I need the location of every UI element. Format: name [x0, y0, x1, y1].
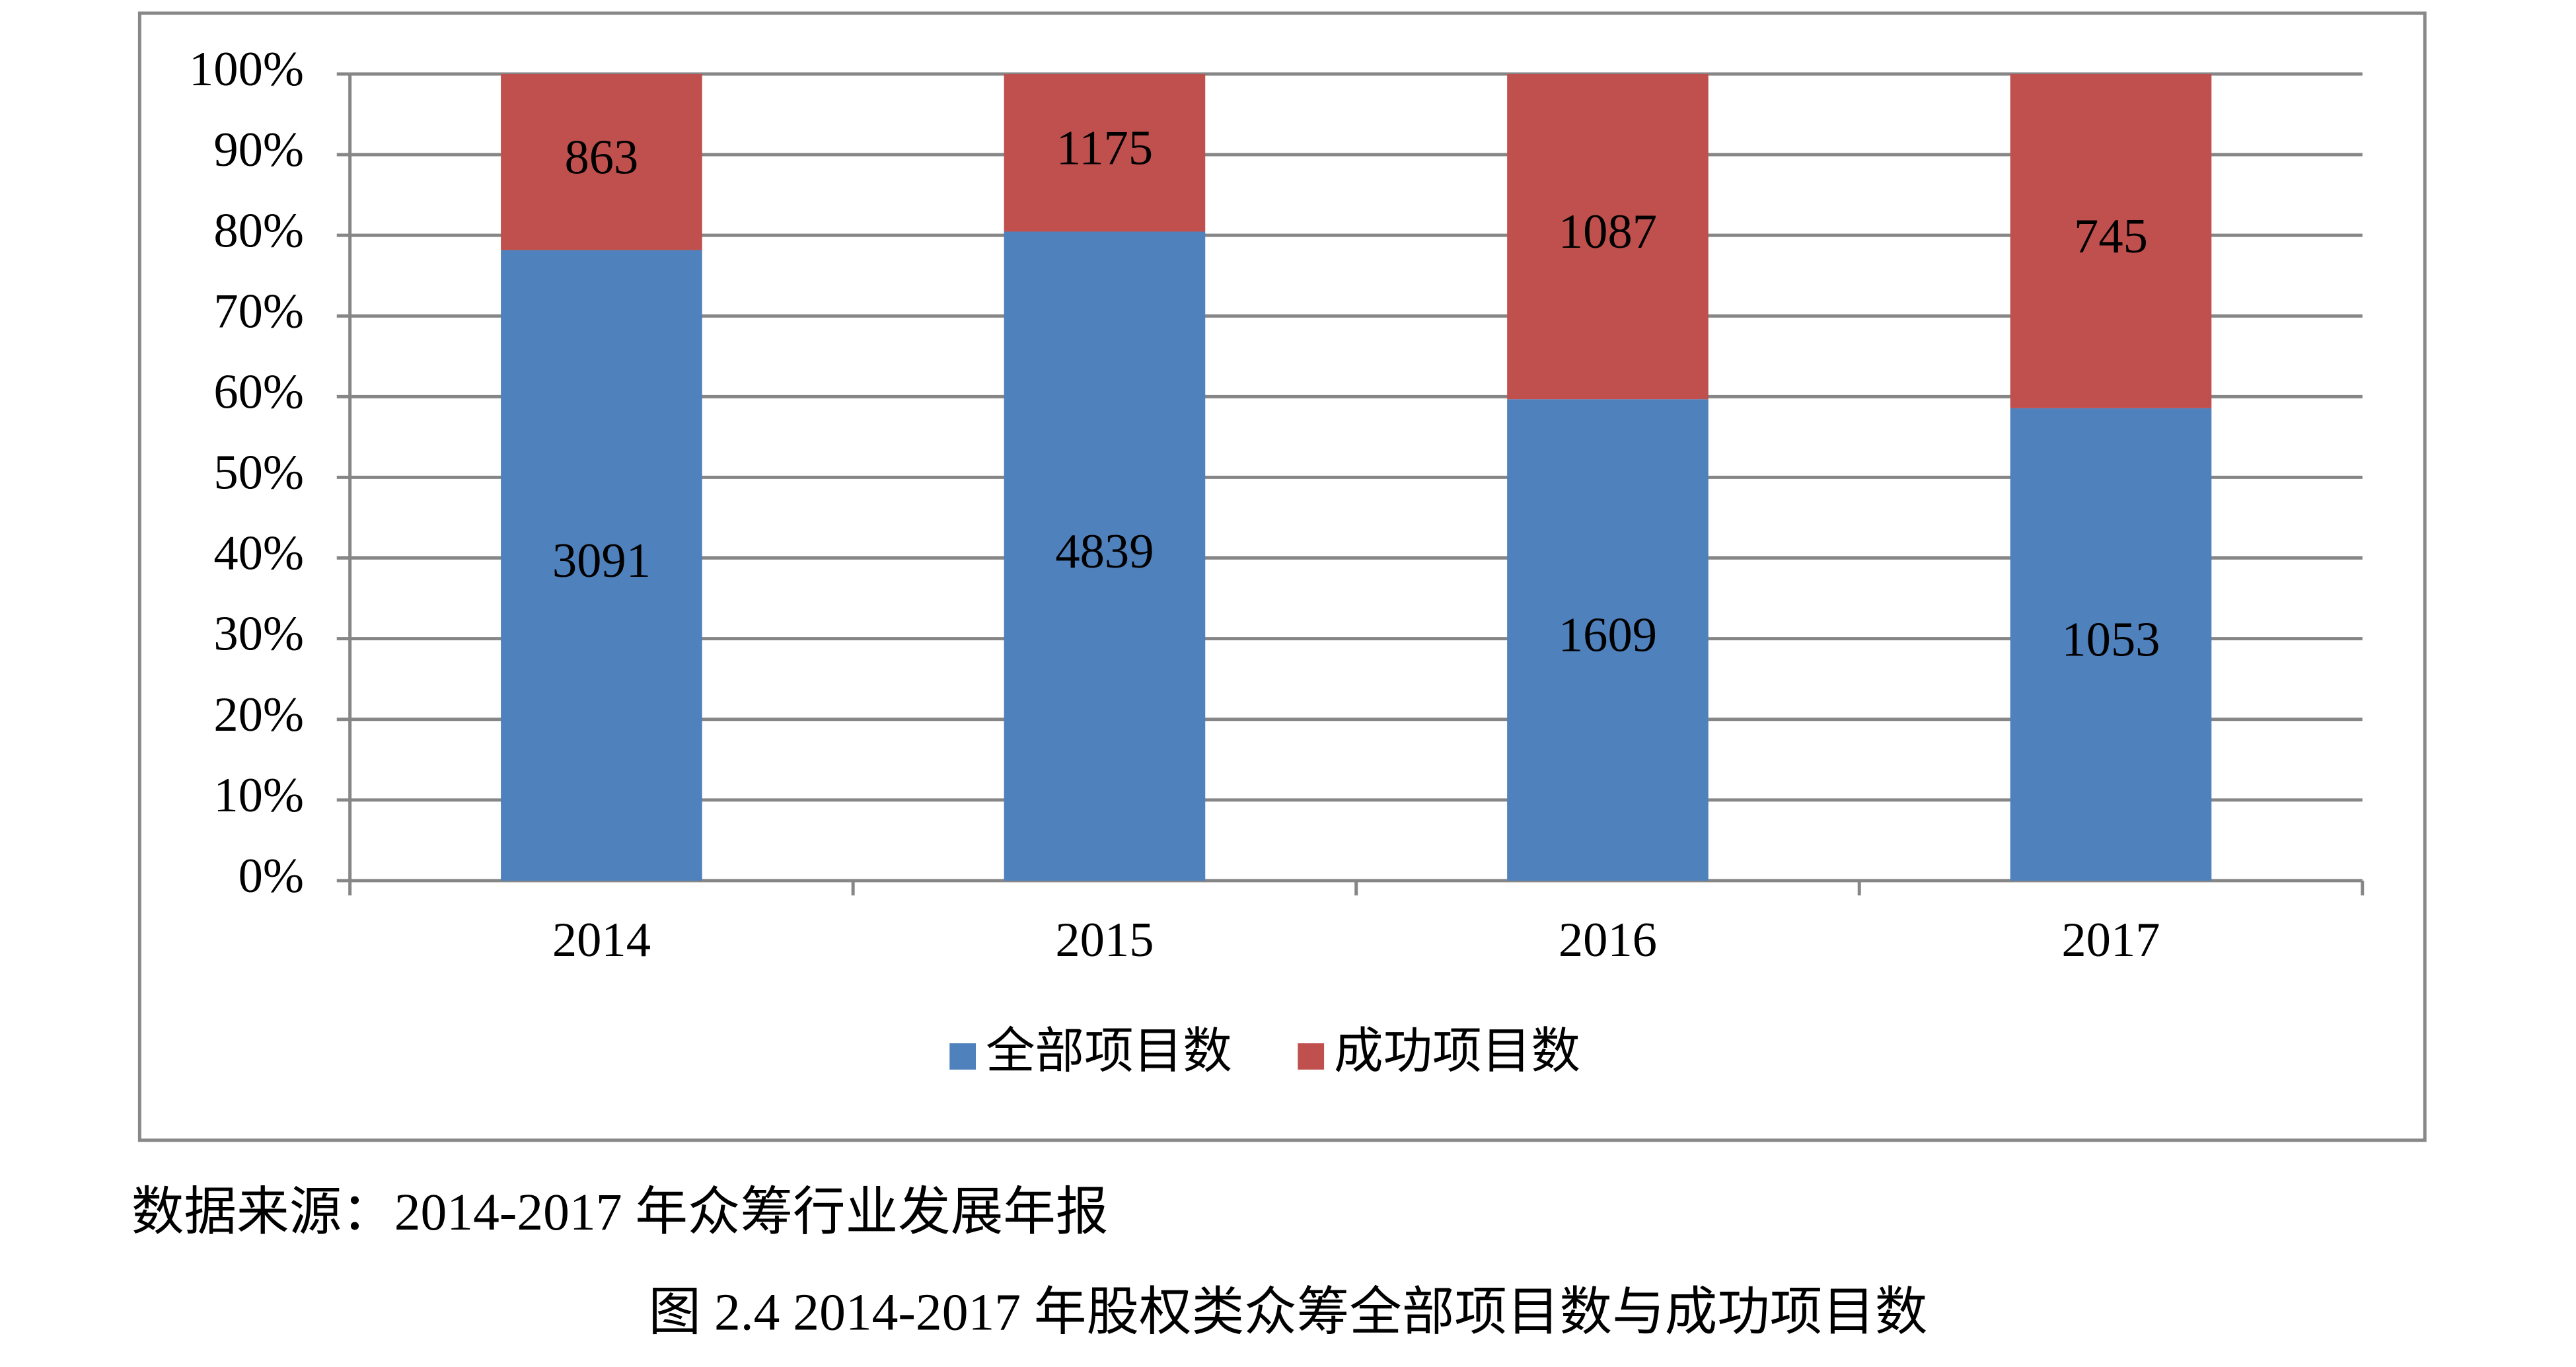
- y-tick-label: 100%: [189, 42, 304, 96]
- y-tick-label: 30%: [213, 607, 304, 661]
- bar-segment: [501, 250, 702, 881]
- y-tick-label: 40%: [213, 527, 304, 581]
- y-tick-label: 60%: [213, 365, 304, 419]
- bar-segment: [2010, 408, 2212, 881]
- data-label: 1087: [1559, 205, 1657, 259]
- figure-caption: 图 2.4 2014-2017 年股权类众筹全部项目数与成功项目数: [649, 1284, 1928, 1342]
- y-tick-label: 50%: [213, 446, 304, 500]
- legend-swatch: [949, 1043, 976, 1070]
- data-label: 4839: [1055, 525, 1154, 579]
- bar-segment: [1507, 73, 1709, 400]
- bar-segment: [2010, 73, 2212, 408]
- bar-segment: [1004, 73, 1206, 232]
- legend-label: 全部项目数: [986, 1025, 1232, 1079]
- legend-swatch: [1298, 1043, 1325, 1070]
- y-tick-label: 0%: [239, 849, 304, 903]
- data-label: 1609: [1559, 609, 1657, 663]
- x-tick-label: 2017: [2061, 913, 2160, 967]
- data-label: 3091: [552, 534, 651, 588]
- legend-label: 成功项目数: [1334, 1025, 1580, 1079]
- bar-segment: [1004, 231, 1206, 881]
- y-tick-label: 90%: [213, 123, 304, 177]
- y-tick-label: 70%: [213, 284, 304, 338]
- x-tick-label: 2016: [1559, 913, 1657, 967]
- x-tick-label: 2014: [552, 913, 651, 967]
- x-tick-label: 2015: [1055, 913, 1154, 967]
- y-tick-label: 10%: [213, 768, 304, 823]
- bar-segment: [501, 73, 702, 250]
- y-tick-label: 20%: [213, 688, 304, 742]
- source-note: 数据来源：2014-2017 年众筹行业发展年报: [131, 1183, 1109, 1241]
- bar-segment: [1507, 399, 1709, 881]
- data-label: 745: [2074, 209, 2148, 264]
- data-label: 863: [564, 130, 638, 184]
- data-label: 1175: [1056, 121, 1153, 175]
- data-label: 1053: [2061, 613, 2160, 667]
- y-tick-label: 80%: [213, 203, 304, 258]
